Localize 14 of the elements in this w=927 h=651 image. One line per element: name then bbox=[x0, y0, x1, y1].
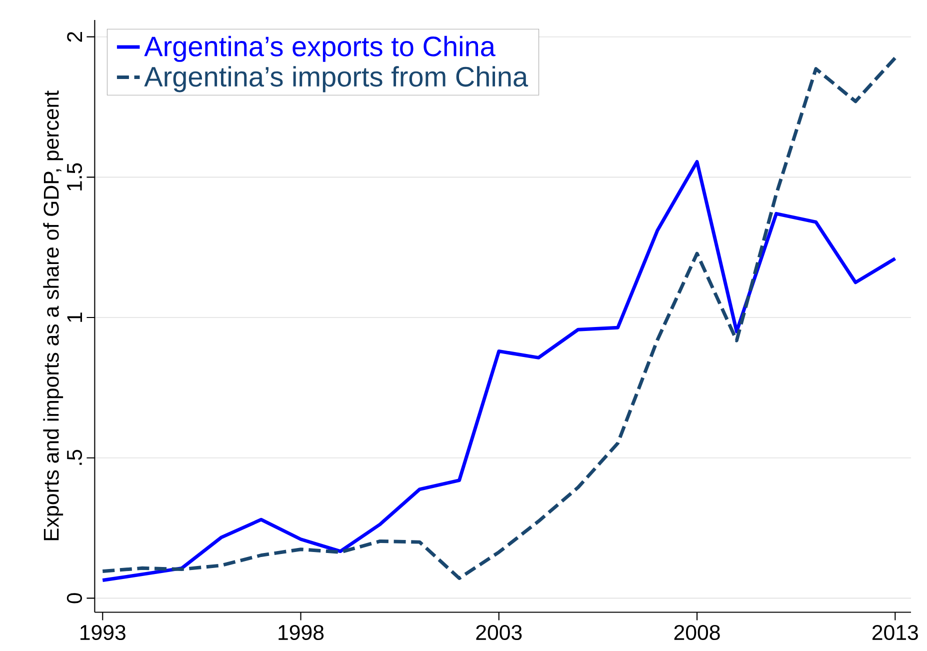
x-tick-label: 2003 bbox=[476, 624, 522, 640]
y-tick-label: 2 bbox=[67, 32, 82, 42]
y-tick-label: .5 bbox=[67, 450, 82, 465]
y-tick-label: 0 bbox=[66, 593, 82, 604]
x-tick-label: 1993 bbox=[80, 624, 126, 640]
y-axis-title: Exports and imports as a share of GDP, percent bbox=[43, 90, 64, 540]
x-tick-label: 2013 bbox=[872, 624, 918, 640]
legend-label: Argentina’s imports from China bbox=[144, 66, 528, 92]
x-tick-label: 1998 bbox=[278, 624, 324, 640]
y-tick-label: 1.5 bbox=[67, 163, 82, 190]
line-series bbox=[100, 160, 897, 582]
x-tick-label: 2008 bbox=[674, 624, 720, 640]
legend-label: Argentina’s exports to China bbox=[144, 36, 496, 62]
y-tick-label: 1 bbox=[67, 312, 82, 322]
